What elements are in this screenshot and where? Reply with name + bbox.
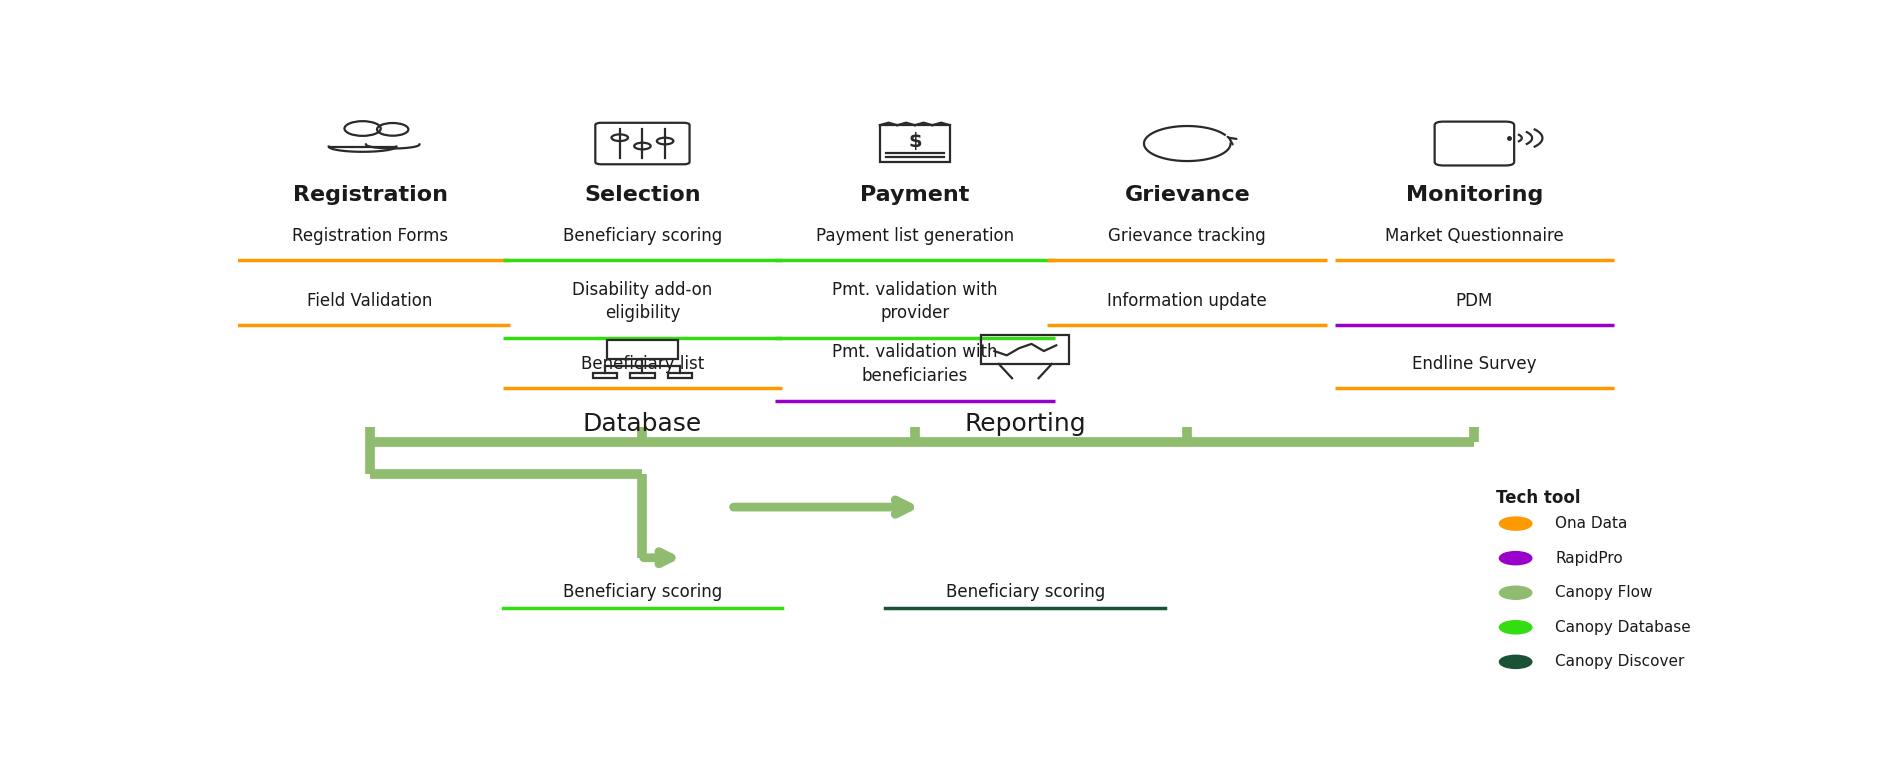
Text: Payment: Payment xyxy=(861,185,969,205)
Text: Tech tool: Tech tool xyxy=(1497,489,1581,507)
Text: Canopy Flow: Canopy Flow xyxy=(1556,585,1653,600)
Circle shape xyxy=(1499,656,1531,669)
Text: Pmt. validation with
provider: Pmt. validation with provider xyxy=(832,281,998,322)
Circle shape xyxy=(1499,552,1531,565)
Text: Registration Forms: Registration Forms xyxy=(293,227,448,245)
Text: Information update: Information update xyxy=(1108,293,1267,310)
Text: Beneficiary list: Beneficiary list xyxy=(581,355,705,373)
Circle shape xyxy=(1499,621,1531,634)
Text: PDM: PDM xyxy=(1455,293,1493,310)
Circle shape xyxy=(1499,586,1531,599)
Text: Database: Database xyxy=(583,412,703,436)
Text: Market Questionnaire: Market Questionnaire xyxy=(1385,227,1564,245)
Text: Selection: Selection xyxy=(583,185,701,205)
Text: Reporting: Reporting xyxy=(965,412,1087,436)
Text: Pmt. validation with
beneficiaries: Pmt. validation with beneficiaries xyxy=(832,343,998,385)
Text: Grievance tracking: Grievance tracking xyxy=(1108,227,1265,245)
Text: Field Validation: Field Validation xyxy=(308,293,433,310)
Text: Beneficiary scoring: Beneficiary scoring xyxy=(562,583,722,601)
Text: Canopy Discover: Canopy Discover xyxy=(1556,654,1685,670)
Text: Ona Data: Ona Data xyxy=(1556,516,1628,531)
Text: Registration: Registration xyxy=(293,185,448,205)
Text: RapidPro: RapidPro xyxy=(1556,550,1623,566)
Text: Grievance: Grievance xyxy=(1125,185,1250,205)
Text: Beneficiary scoring: Beneficiary scoring xyxy=(946,583,1106,601)
Text: Endline Survey: Endline Survey xyxy=(1412,355,1537,373)
Text: Canopy Database: Canopy Database xyxy=(1556,620,1691,635)
Text: $: $ xyxy=(908,132,922,152)
Circle shape xyxy=(1499,517,1531,530)
Text: Payment list generation: Payment list generation xyxy=(815,227,1015,245)
Text: Monitoring: Monitoring xyxy=(1406,185,1543,205)
Text: Disability add-on
eligibility: Disability add-on eligibility xyxy=(572,281,712,322)
Text: Beneficiary scoring: Beneficiary scoring xyxy=(562,227,722,245)
